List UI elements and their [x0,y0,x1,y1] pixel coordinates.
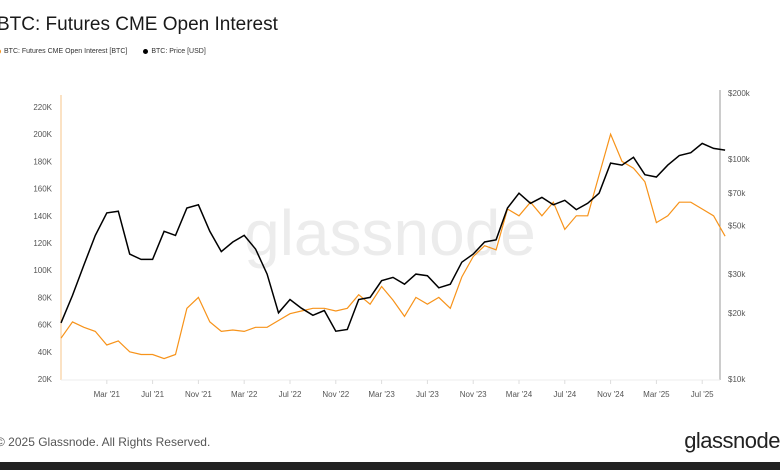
y-left-tick: 200K [33,130,52,139]
series-line-open-interest [60,132,726,360]
y-right-tick: $30k [728,270,746,279]
legend-dot-oi [0,48,1,54]
x-tick-label: Jul '22 [279,390,302,399]
x-tick-label: Mar '25 [643,390,670,399]
watermark: glassnode [244,197,536,269]
x-tick-label: Mar '21 [94,390,121,399]
x-tick-label: Jul '24 [553,390,576,399]
legend-label-price: BTC: Price [USD] [151,48,206,55]
y-right-tick: $50k [728,221,746,230]
x-tick-label: Mar '22 [231,390,258,399]
chart-title: BTC: Futures CME Open Interest [0,14,278,35]
y-right-tick: $200k [728,89,751,98]
legend-dot-price [143,48,149,54]
x-tick-label: Nov '23 [460,390,487,399]
series-line-price [60,142,726,333]
x-tick-label: Mar '24 [506,390,533,399]
x-tick-label: Nov '22 [322,390,349,399]
bottom-bar [0,462,780,470]
y-right-tick: $20k [728,309,746,318]
y-left-tick: 220K [33,103,52,112]
x-tick-label: Jul '25 [691,390,714,399]
x-tick-label: Jul '21 [141,390,164,399]
y-left-tick: 80K [38,293,53,302]
brand-logo: glassnode [684,428,780,453]
y-left-tick: 120K [33,239,52,248]
legend-item-price[interactable]: BTC: Price [USD] [143,48,206,55]
y-right-tick: $70k [728,189,746,198]
x-tick-label: Jul '23 [416,390,439,399]
x-tick-label: Nov '21 [185,390,212,399]
y-left-tick: 180K [33,157,52,166]
y-left-tick: 160K [33,185,52,194]
y-left-tick: 20K [38,375,53,384]
legend: BTC: Futures CME Open Interest [BTC] BTC… [0,48,206,55]
legend-label-oi: BTC: Futures CME Open Interest [BTC] [4,48,128,55]
y-left-tick: 40K [38,348,53,357]
x-tick-label: Nov '24 [597,390,624,399]
y-right-tick: $100k [728,155,751,164]
legend-item-oi[interactable]: BTC: Futures CME Open Interest [BTC] [0,48,127,55]
y-left-tick: 140K [33,212,52,221]
y-left-tick: 60K [38,321,53,330]
y-left-tick: 100K [33,266,52,275]
x-tick-label: Mar '23 [368,390,395,399]
copyright: © 2025 Glassnode. All Rights Reserved. [0,435,211,449]
y-right-tick: $10k [728,375,746,384]
